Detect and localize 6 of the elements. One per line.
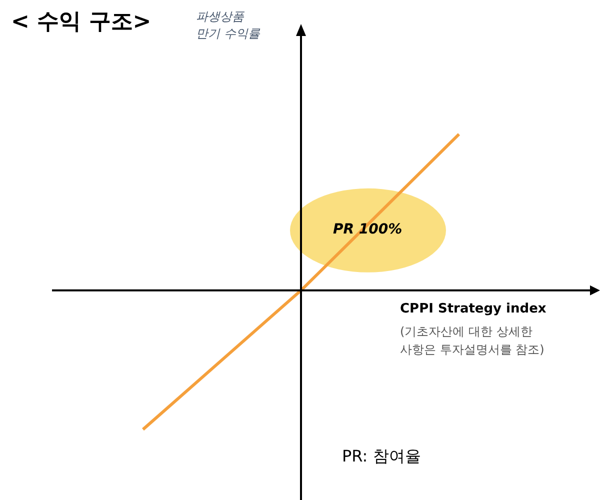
- text: PR: 참여율: [342, 446, 421, 466]
- text: 파생상품 만기 수익률: [196, 10, 261, 40]
- annotation: (기초자산에 대한 상세한 사항은 투자설명서를 참조): [400, 324, 544, 356]
- annotation: PR 100%: [333, 221, 402, 238]
- chart-title: < 수익 구조>: [11, 10, 152, 34]
- x-axis-title: CPPI Strategy index: [400, 301, 547, 316]
